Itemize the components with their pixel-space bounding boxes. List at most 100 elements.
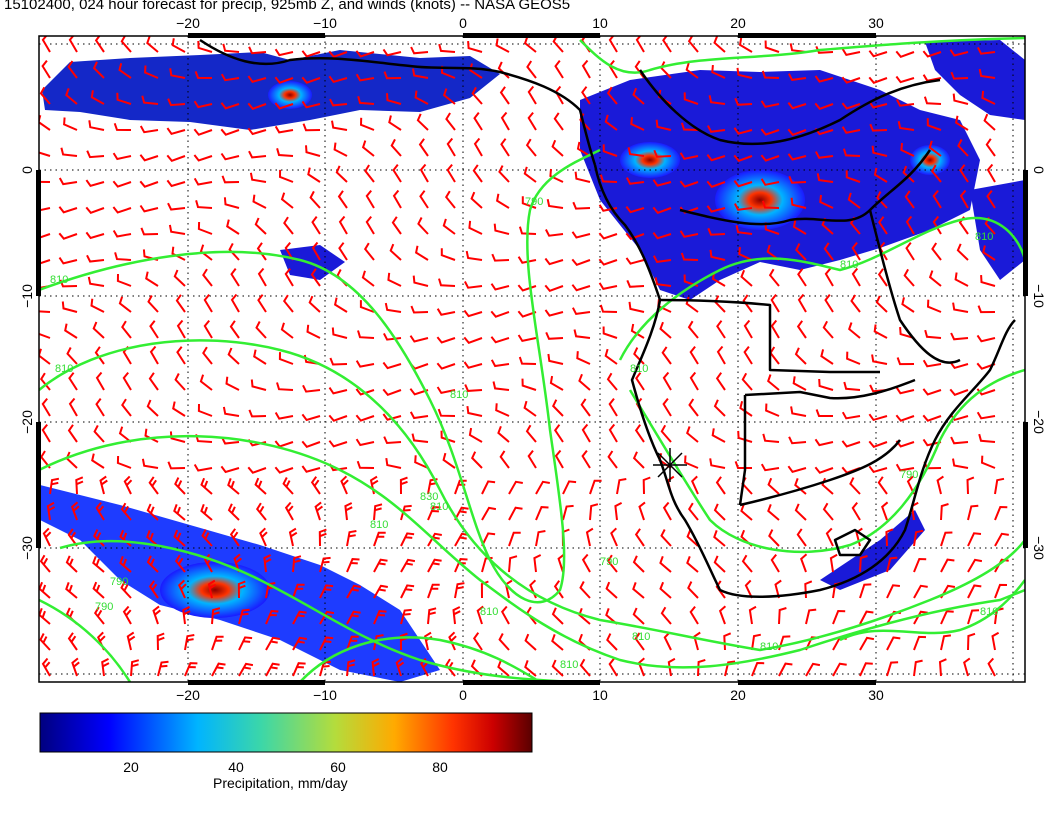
wind-barb [634, 60, 645, 79]
wind-barb [436, 386, 456, 395]
wind-barb [146, 555, 159, 573]
wind-barb [687, 36, 699, 53]
wind-barb [626, 280, 645, 288]
x-tick-label: 20 [730, 687, 746, 703]
coastlines [199, 38, 1016, 599]
wind-barb [581, 59, 591, 79]
wind-barb [284, 501, 294, 521]
contour-line [39, 339, 1025, 652]
wind-barb [940, 531, 953, 547]
wind-barb [410, 46, 429, 55]
wind-barb [527, 449, 537, 469]
wind-barb [735, 225, 753, 235]
wind-barb [767, 374, 780, 391]
wind-barb [653, 149, 672, 158]
wind-barb [445, 112, 456, 131]
wind-barb [733, 180, 753, 188]
wind-barb [116, 455, 132, 469]
wind-barb [851, 241, 861, 261]
wind-barb [311, 216, 321, 235]
wind-barb [738, 247, 753, 261]
wind-barb [470, 451, 483, 469]
wind-barb [355, 360, 375, 368]
wind-barb [967, 558, 983, 573]
wind-barb [913, 635, 927, 651]
wind-barb [657, 89, 672, 105]
wind-barb [355, 73, 375, 82]
wind-barb [606, 372, 618, 391]
wind-barb [740, 503, 753, 521]
wind-barb [122, 605, 132, 625]
wind-barb [392, 189, 402, 209]
wind-barb [606, 633, 618, 651]
wind-barb [99, 475, 108, 495]
wind-barb [517, 310, 537, 318]
wind-barb [608, 657, 618, 677]
wind-barb [93, 424, 105, 443]
wind-barb [147, 295, 159, 313]
wind-barb [284, 241, 294, 261]
wind-barb [607, 450, 618, 469]
contour-label: 790 [110, 576, 128, 588]
wind-barb [382, 361, 402, 370]
wind-barb [92, 581, 105, 599]
wind-barb [985, 138, 996, 157]
wind-barb [247, 127, 267, 136]
wind-barb [739, 401, 753, 417]
wind-barb [228, 242, 240, 261]
wind-barb [850, 294, 861, 313]
wind-barb [679, 230, 699, 238]
lesotho-outline [833, 528, 872, 557]
y-tick-label: −30 [1031, 536, 1047, 560]
wind-barb [500, 138, 510, 157]
wind-barb [193, 154, 213, 162]
wind-barb [265, 610, 279, 625]
wind-barb [684, 455, 699, 469]
wind-barb [551, 659, 564, 677]
wind-barb [517, 256, 537, 264]
wind-barb [741, 372, 753, 391]
wind-barb [238, 636, 253, 651]
wind-barb [226, 219, 240, 235]
contour-label: 810 [370, 519, 388, 531]
wind-barb [761, 70, 780, 79]
border-south-africa [739, 439, 901, 507]
left-axis-labels: 0 −10 −20 −30 [19, 166, 35, 560]
wind-barb [173, 529, 186, 547]
wind-barb [39, 332, 51, 339]
wind-barb [65, 88, 78, 105]
wind-barb [344, 502, 353, 521]
wind-barb [697, 658, 706, 677]
wind-barb [859, 583, 872, 599]
wind-barb [174, 554, 186, 573]
wind-barb [454, 532, 469, 547]
wind-barb [247, 75, 267, 83]
wind-barb [301, 413, 321, 422]
wind-barb [346, 584, 361, 599]
wind-barb [481, 480, 496, 495]
wind-barb [733, 127, 753, 135]
wind-barb [876, 191, 888, 209]
wind-barb [635, 36, 645, 53]
wind-barb [940, 503, 949, 521]
wind-barb [634, 632, 645, 651]
wind-barb [716, 345, 726, 365]
wind-barb [905, 241, 915, 261]
wind-barb [792, 376, 807, 391]
wind-barb [655, 119, 672, 131]
wind-barb [331, 327, 348, 339]
wind-barb [257, 294, 267, 313]
wind-barb [849, 477, 861, 495]
wind-barb [67, 528, 78, 547]
wind-barb [167, 202, 186, 211]
wind-barb [392, 163, 402, 183]
wind-barb [841, 411, 861, 420]
wind-barb [259, 527, 268, 547]
wind-barb [551, 139, 564, 157]
wind-barb [952, 302, 969, 313]
wind-barb [436, 308, 456, 316]
wind-barb [166, 127, 186, 135]
wind-barb [906, 475, 915, 495]
wind-barb [139, 180, 159, 188]
wind-barb [903, 268, 915, 287]
